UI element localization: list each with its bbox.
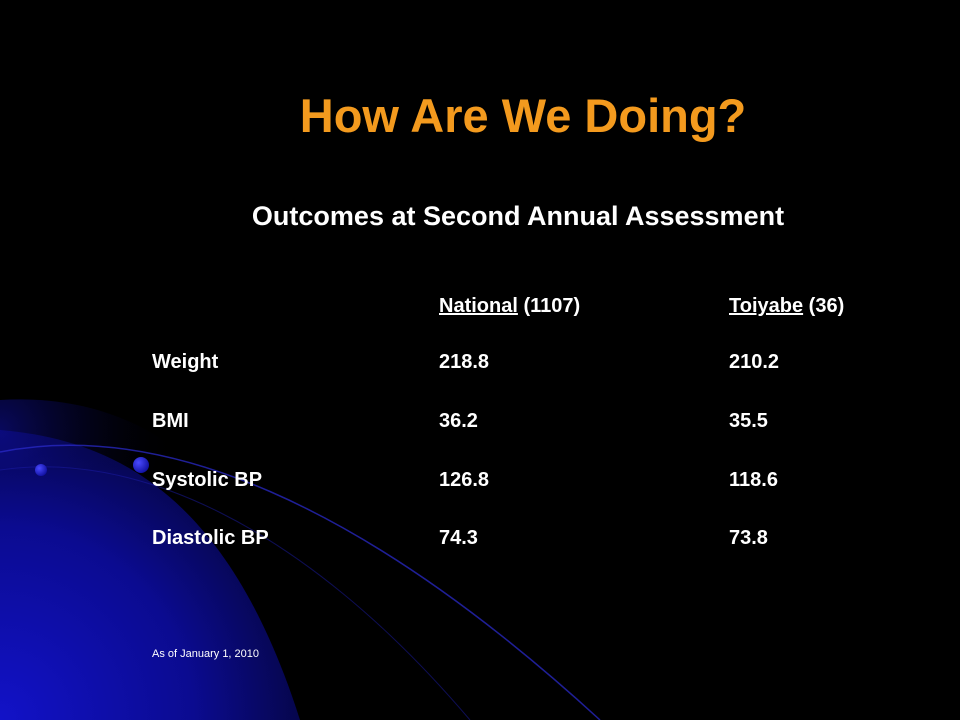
blue-wave-shape — [0, 430, 300, 720]
row-label-bmi: BMI — [152, 410, 189, 432]
swoosh-line — [0, 444, 601, 720]
footnote: As of January 1, 2010 — [152, 648, 260, 660]
header-national-name: National — [439, 295, 518, 317]
toiyabe-value-systolic-bp: 118.6 — [729, 469, 778, 491]
toiyabe-value-weight: 210.2 — [729, 351, 780, 373]
column-header-toiyabe: Toiyabe (36) — [729, 294, 844, 318]
bullet-dot-large — [133, 457, 149, 473]
slide-title: How Are We Doing? — [299, 89, 747, 142]
toiyabe-value-bmi: 35.5 — [729, 410, 768, 432]
row-label-weight: Weight — [152, 351, 219, 373]
header-toiyabe-name: Toiyabe — [729, 295, 804, 317]
row-label-diastolic-bp: Diastolic BP — [152, 527, 269, 549]
national-value-diastolic-bp: 74.3 — [439, 527, 478, 549]
header-toiyabe-count: (36) — [808, 295, 845, 317]
national-value-weight: 218.8 — [439, 351, 490, 373]
header-national-count: (1107) — [523, 295, 581, 317]
national-value-systolic-bp: 126.8 — [439, 469, 490, 491]
national-value-bmi: 36.2 — [439, 410, 478, 432]
column-header-national: National (1107) — [439, 294, 580, 318]
slide-subtitle: Outcomes at Second Annual Assessment — [251, 201, 785, 231]
row-label-systolic-bp: Systolic BP — [152, 469, 263, 491]
toiyabe-value-diastolic-bp: 73.8 — [729, 527, 768, 549]
bullet-dot-small — [35, 464, 47, 476]
